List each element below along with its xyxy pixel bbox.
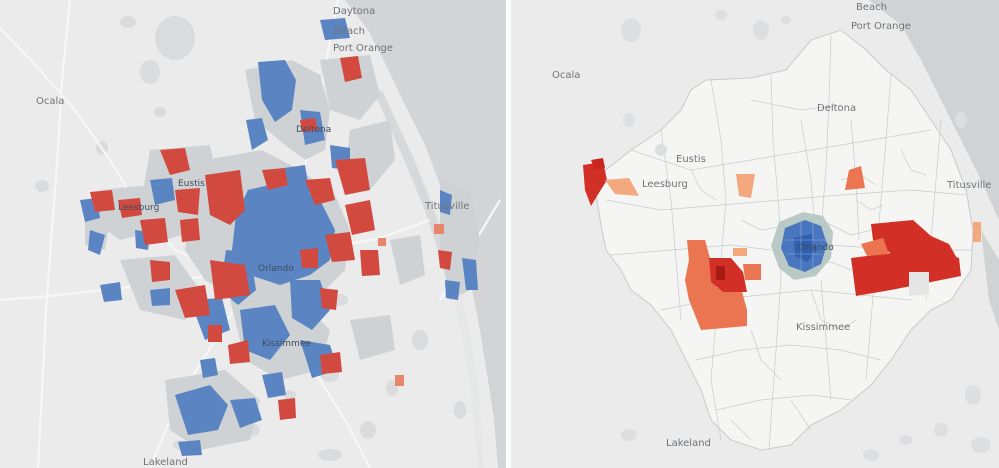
lakes [621, 10, 991, 461]
orlando-tract-lines [785, 220, 827, 272]
right-map-panel[interactable]: Beach Port Orange Ocala Deltona Eustis L… [511, 0, 999, 468]
right-map-svg: Beach Port Orange Ocala Deltona Eustis L… [511, 0, 999, 468]
label-orlando: Orlando [798, 243, 834, 253]
left-place-labels: Daytona Beach Port Orange Ocala Deltona … [36, 6, 469, 468]
label-ocala: Ocala [36, 96, 64, 107]
label-eustis: Eustis [676, 154, 706, 165]
red-tracts [583, 158, 981, 330]
lagoon [376, 90, 456, 292]
label-beach: Beach [856, 2, 887, 13]
label-deltona: Deltona [296, 125, 331, 135]
label-leesburg: Leesburg [642, 179, 688, 190]
label-ocala: Ocala [552, 70, 580, 81]
label-lakeland: Lakeland [666, 438, 711, 449]
label-beach: Beach [334, 26, 365, 37]
label-kissimmee: Kissimmee [796, 322, 850, 333]
label-port-orange: Port Orange [851, 21, 911, 32]
label-leesburg: Leesburg [118, 203, 159, 213]
orlando-center [794, 234, 817, 262]
red-density-areas [90, 56, 452, 420]
label-port-orange: Port Orange [333, 43, 393, 54]
ocean [869, 0, 999, 220]
label-orlando: Orlando [258, 264, 294, 274]
panel-divider [506, 0, 511, 468]
label-titusville: Titusville [424, 201, 469, 212]
ocean-south [981, 230, 999, 330]
salmon-density-areas [378, 224, 444, 386]
label-daytona: Daytona [333, 6, 375, 17]
left-map-svg: Daytona Beach Port Orange Ocala Deltona … [0, 0, 506, 468]
label-deltona: Deltona [817, 103, 856, 114]
left-map-panel[interactable]: Daytona Beach Port Orange Ocala Deltona … [0, 0, 506, 468]
ocean [345, 0, 506, 468]
label-eustis: Eustis [178, 179, 205, 189]
right-place-labels: Beach Port Orange Ocala Deltona Eustis L… [552, 2, 991, 449]
label-lakeland: Lakeland [143, 457, 188, 468]
label-kissimmee: Kissimmee [262, 339, 311, 349]
label-titusville: Titusville [946, 180, 991, 191]
